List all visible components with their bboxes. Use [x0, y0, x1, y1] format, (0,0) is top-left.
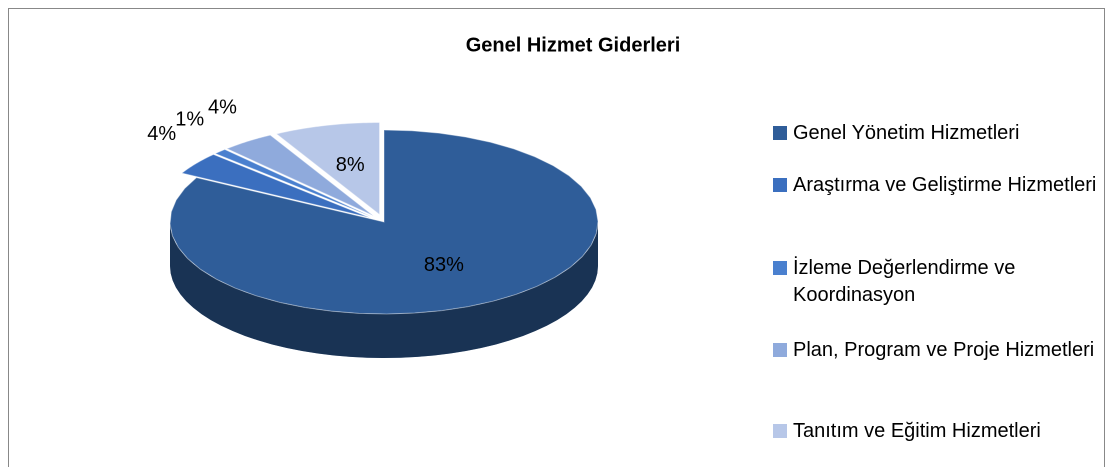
data-label: 83%	[424, 254, 464, 276]
legend-label: İzleme Değerlendirme ve Koordinasyon	[793, 257, 1016, 306]
legend-item: Genel Yönetim Hizmetleri	[773, 120, 1109, 147]
legend-label: Plan, Program ve Proje Hizmetleri	[793, 339, 1095, 361]
pie-slice	[169, 129, 599, 315]
legend-swatch	[773, 261, 787, 275]
legend-item: Plan, Program ve Proje Hizmetleri	[773, 337, 1109, 364]
pie-slice	[225, 134, 374, 217]
legend-label: Araştırma ve Geliştirme Hizmetleri	[793, 174, 1097, 196]
data-label: 1%	[175, 109, 204, 131]
chart-title: Genel Hizmet Giderleri	[466, 34, 681, 56]
pie-side-shade	[170, 222, 598, 358]
legend-swatch	[773, 424, 787, 438]
legend-swatch	[773, 343, 787, 357]
legend-label: Genel Yönetim Hizmetleri	[793, 122, 1020, 144]
pie-slice	[275, 121, 381, 216]
legend-swatch	[773, 126, 787, 140]
data-label: 4%	[147, 123, 176, 145]
legend-swatch	[773, 178, 787, 192]
chart-border	[8, 8, 1105, 467]
data-label: 4%	[208, 97, 237, 119]
pie-slice	[214, 148, 372, 217]
legend-item: Araştırma ve Geliştirme Hizmetleri	[773, 172, 1109, 199]
pie-slice	[180, 153, 370, 218]
legend-label: Tanıtım ve Eğitim Hizmetleri	[793, 420, 1041, 442]
data-label: 8%	[336, 154, 365, 176]
pie-side	[170, 222, 598, 358]
legend-item: İzleme Değerlendirme ve Koordinasyon	[773, 255, 1109, 309]
legend-item: Tanıtım ve Eğitim Hizmetleri	[773, 418, 1109, 445]
